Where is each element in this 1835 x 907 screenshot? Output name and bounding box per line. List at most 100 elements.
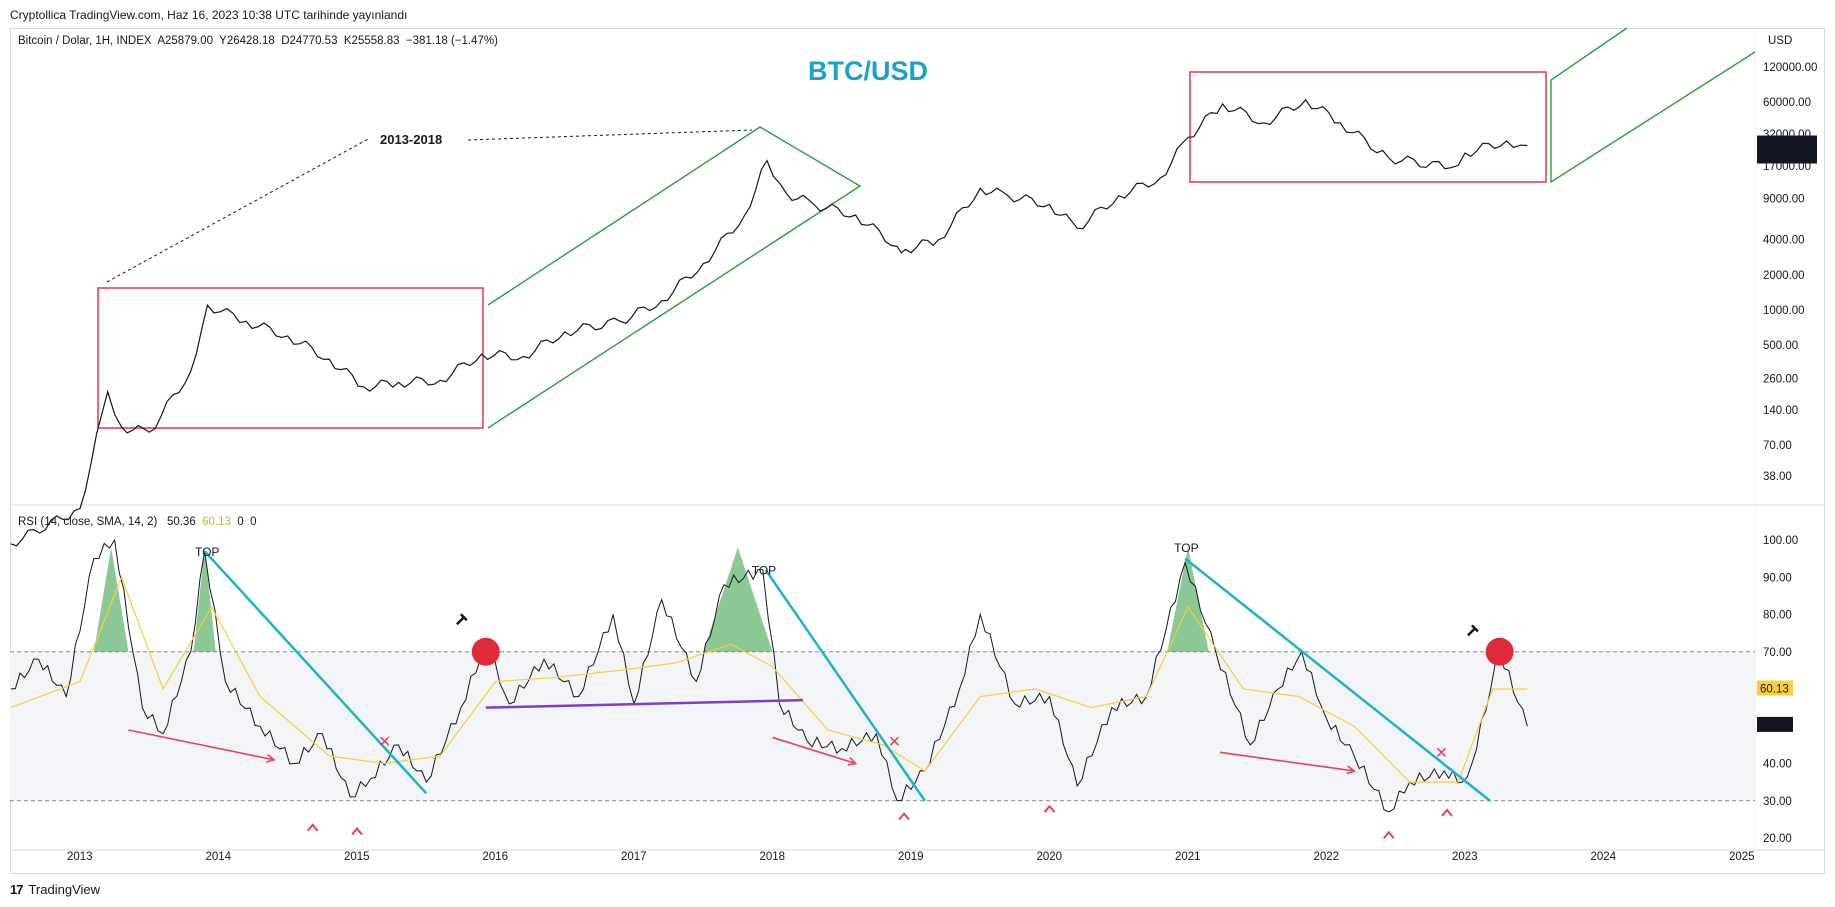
ohlc-change: −381.18 (−1.47%) (405, 35, 498, 47)
chevron-up-icon (1441, 808, 1453, 817)
rsi-overbought-fill (193, 547, 216, 652)
divergence-arrow-2014-head (266, 753, 276, 763)
annotation-2013-2018: 2013-2018 (380, 132, 442, 147)
dashed-guide-left (106, 137, 371, 283)
chart-title: BTC/USD (808, 56, 928, 86)
ohlc-close: K25558.83 (343, 35, 400, 47)
rsi-extra-1: 0 (237, 516, 244, 528)
divergence-arrow-2022 (1219, 751, 1355, 772)
rsi-value-badge-label: 50.36 (1760, 720, 1789, 732)
chevron-up-icon (306, 823, 319, 832)
rsi-overbought-fill (703, 547, 773, 652)
time-axis-tick: 2015 (344, 851, 370, 863)
cyan-trendline-2021 (1184, 557, 1491, 802)
tradingview-mark-icon: 17 (10, 882, 24, 897)
rsi-legend: RSI (14, close, SMA, 14, 2) 50.36 60.13 … (18, 516, 256, 528)
hammer-icon (1467, 624, 1479, 637)
price-axis-tick: 500.00 (1763, 340, 1798, 352)
divergence-arrow-2018-head (847, 757, 858, 766)
green-channel-2015-2018 (487, 126, 862, 429)
divergence-arrow-2018 (772, 736, 856, 765)
range-box-2021 (1189, 71, 1547, 183)
rsi-value-badge (1757, 716, 1793, 732)
time-axis-tick: 2025 (1729, 851, 1755, 863)
price-axis-tick: 120000.00 (1763, 62, 1817, 74)
divergence-arrow-2014 (128, 729, 275, 761)
rsi-axis-tick: 80.00 (1763, 610, 1792, 622)
cross-marker-icon (889, 736, 899, 746)
price-axis-tick: 1000.00 (1763, 305, 1805, 317)
rsi-ma-badge (1757, 680, 1793, 696)
rsi-axis-tick: 90.00 (1763, 572, 1792, 584)
rsi-value: 50.36 (166, 516, 196, 528)
top-annotation: TOP (752, 563, 776, 577)
top-annotation: TOP (195, 545, 219, 559)
rsi-axis-tick: 40.00 (1763, 759, 1792, 771)
last-price-label: 25558.83 (1760, 138, 1808, 150)
price-axis-tick: 60000.00 (1763, 97, 1811, 109)
time-axis-tick: 2019 (898, 851, 924, 863)
price-axis-tick: 140.00 (1763, 405, 1798, 417)
price-axis-tick: 2000.00 (1763, 270, 1805, 282)
rsi-extra-2: 0 (250, 516, 257, 528)
rsi-ma-badge-label: 60.13 (1760, 684, 1789, 696)
rsi-label[interactable]: RSI (14, close, SMA, 14, 2) (18, 516, 158, 528)
rsi-axis-tick: 20.00 (1763, 833, 1792, 845)
ohlc-high: Y26428.18 (219, 35, 275, 47)
price-axis-tick: 9000.00 (1763, 193, 1805, 205)
countdown-label: 2d 14h (1760, 152, 1795, 164)
rsi-series-line (10, 538, 1528, 813)
tradingview-logo[interactable]: 17 TradingView (10, 882, 100, 897)
time-axis-tick: 2022 (1314, 851, 1340, 863)
time-axis-tick: 2024 (1591, 851, 1617, 863)
rsi-overbought-fill (1167, 547, 1209, 652)
red-signal-circle (471, 637, 500, 666)
countdown-badge (1757, 149, 1817, 164)
price-axis-tick: 38.00 (1763, 471, 1792, 483)
purple-support-line (485, 698, 803, 709)
price-legend: Bitcoin / Dolar, 1H, INDEX A25879.00 Y26… (18, 35, 498, 47)
range-box-2013 (97, 287, 484, 429)
chevron-up-icon (1043, 804, 1056, 813)
cross-marker-icon (380, 736, 390, 746)
time-axis-tick: 2021 (1175, 851, 1201, 863)
last-price-badge (1757, 135, 1817, 150)
green-channel-2023 (1550, 27, 1756, 184)
dashed-guide-right (467, 129, 753, 141)
publication-credit: Cryptollica TradingView.com, Haz 16, 202… (10, 8, 408, 22)
rsi-ma-line (10, 575, 1528, 783)
rsi-overbought-fill (93, 547, 129, 652)
cyan-trendline-2018 (764, 569, 926, 802)
price-axis-tick: 17000.00 (1763, 161, 1811, 173)
time-axis-tick: 2013 (67, 851, 93, 863)
chart-frame[interactable] (10, 28, 1825, 874)
rsi-band (10, 651, 1755, 801)
rsi-axis-tick: 30.00 (1763, 796, 1792, 808)
chevron-up-icon (351, 826, 363, 836)
time-axis-tick: 2014 (206, 851, 232, 863)
time-axis-tick: 2016 (483, 851, 509, 863)
symbol-label[interactable]: Bitcoin / Dolar, 1H, INDEX (18, 35, 152, 47)
rsi-axis-tick: 70.00 (1763, 647, 1792, 659)
time-axis-tick: 2020 (1037, 851, 1063, 863)
top-annotation: TOP (1174, 541, 1198, 555)
hammer-icon (455, 613, 468, 626)
price-series-line (10, 98, 1528, 547)
cyan-trendline-2014 (203, 550, 428, 795)
divergence-arrow-2022-head (1346, 765, 1356, 775)
tradingview-brand-text: TradingView (28, 882, 101, 897)
time-axis-tick: 2023 (1452, 851, 1478, 863)
red-signal-circle (1485, 637, 1514, 666)
rsi-axis-tick: 100.00 (1763, 535, 1798, 547)
price-axis-tick: 70.00 (1763, 440, 1792, 452)
time-axis-tick: 2018 (760, 851, 786, 863)
cross-marker-icon (1436, 747, 1447, 757)
chevron-up-icon (898, 812, 910, 821)
rsi-ma-value: 60.13 (202, 516, 231, 528)
chevron-up-icon (1383, 830, 1395, 839)
price-axis-tick: 260.00 (1763, 373, 1798, 385)
ohlc-open: A25879.00 (157, 35, 213, 47)
price-axis-tick: 4000.00 (1763, 235, 1805, 247)
time-axis-tick: 2017 (621, 851, 647, 863)
